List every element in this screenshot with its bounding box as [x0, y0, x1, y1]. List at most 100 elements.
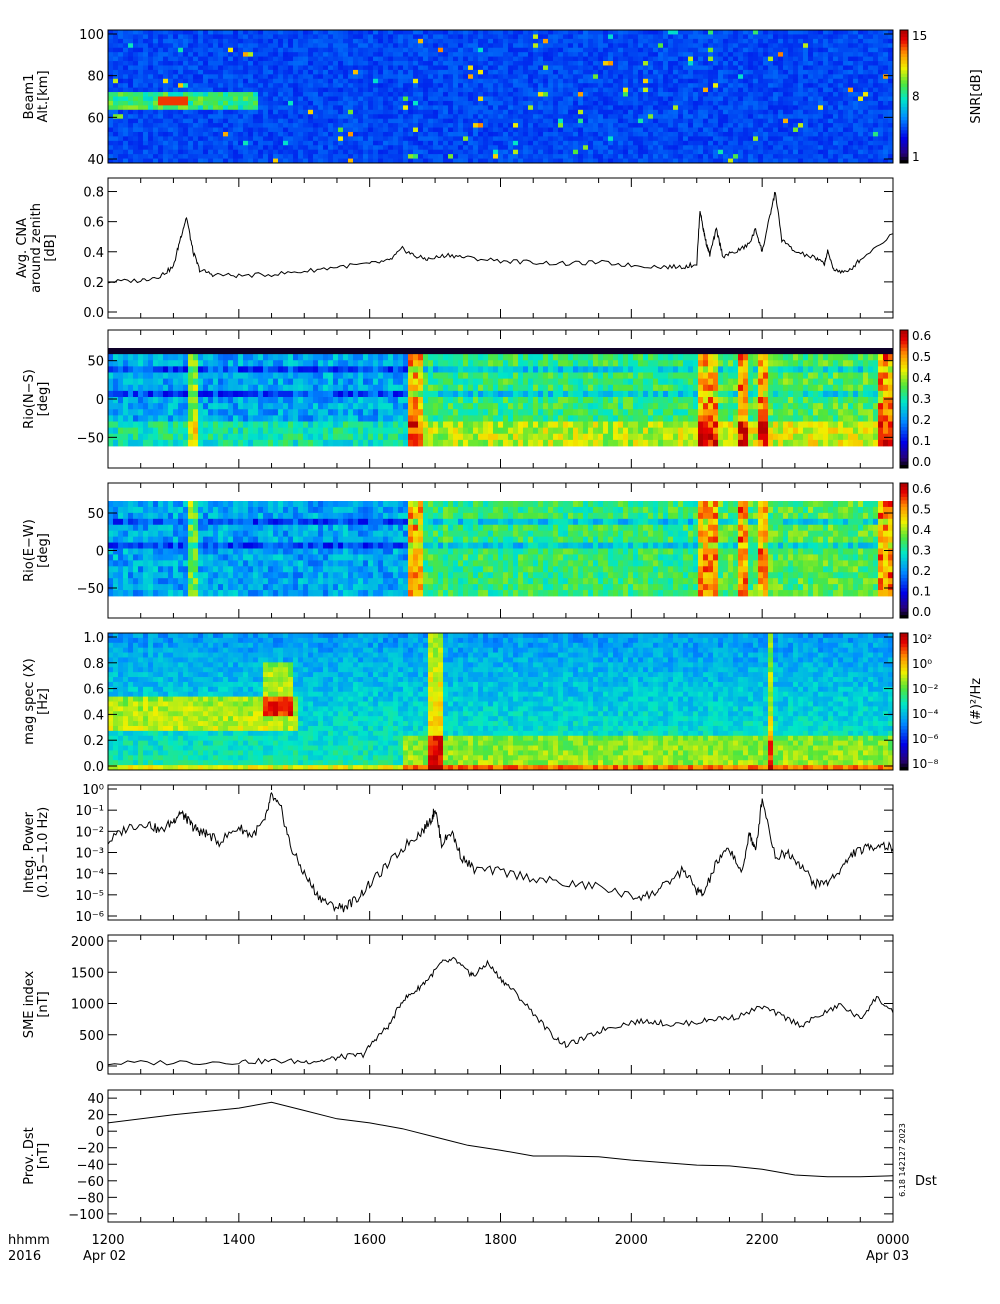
heatmap-cell: [663, 65, 668, 70]
heatmap-cell: [618, 43, 623, 48]
heatmap-cell: [223, 65, 228, 70]
heatmap-cell: [398, 128, 403, 133]
heatmap-cell: [408, 57, 413, 62]
heatmap-cell: [753, 74, 758, 79]
heatmap-cell: [143, 57, 148, 62]
heatmap-cell: [193, 88, 198, 93]
heatmap-cell: [418, 97, 423, 102]
heatmap-cell: [128, 83, 133, 88]
heatmap-cell: [353, 110, 358, 115]
heatmap-cell: [513, 30, 518, 35]
heatmap-cell: [263, 30, 268, 35]
heatmap-cell: [278, 70, 283, 75]
heatmap-cell: [203, 83, 208, 88]
heatmap-cell: [428, 145, 433, 150]
heatmap-cell: [113, 360, 118, 367]
heatmap-cell: [613, 97, 618, 102]
heatmap-cell: [753, 114, 758, 119]
heatmap-cell: [878, 48, 883, 53]
heatmap-cell: [278, 65, 283, 70]
heatmap-cell: [113, 397, 118, 404]
heatmap-cell: [833, 39, 838, 44]
heatmap-cell: [588, 150, 593, 155]
heatmap-cell: [568, 30, 573, 35]
heatmap-cell: [303, 65, 308, 70]
heatmap-cell: [218, 154, 223, 159]
heatmap-cell: [258, 61, 263, 66]
heatmap-cell: [218, 79, 223, 84]
heatmap-cell: [373, 101, 378, 106]
heatmap-cell: [513, 34, 518, 39]
heatmap-cell: [318, 145, 323, 150]
heatmap-cell: [458, 145, 463, 150]
heatmap-cell: [148, 114, 153, 119]
heatmap-cell: [588, 110, 593, 115]
heatmap-cell: [348, 141, 353, 146]
heatmap-cell: [498, 43, 503, 48]
heatmap-cell: [703, 79, 708, 84]
heatmap-cell: [848, 150, 853, 155]
heatmap-cell: [533, 70, 538, 75]
heatmap-cell: [828, 97, 833, 102]
heatmap-cell: [408, 141, 413, 146]
heatmap-cell: [483, 154, 488, 159]
heatmap-cell: [148, 132, 153, 137]
heatmap-cell: [168, 34, 173, 39]
heatmap-cell: [573, 105, 578, 110]
heatmap-cell: [188, 65, 193, 70]
heatmap-cell: [568, 74, 573, 79]
heatmap-cell: [798, 39, 803, 44]
heatmap-cell: [288, 114, 293, 119]
heatmap-cell: [508, 70, 513, 75]
heatmap-cell: [883, 145, 888, 150]
heatmap-cell: [383, 97, 388, 102]
heatmap-cell: [538, 101, 543, 106]
heatmap-cell: [638, 154, 643, 159]
heatmap-cell: [318, 114, 323, 119]
heatmap-cell: [208, 141, 213, 146]
heatmap-cell: [458, 132, 463, 137]
heatmap-cell: [453, 154, 458, 159]
heatmap-cell: [308, 141, 313, 146]
heatmap-cell: [263, 128, 268, 133]
heatmap-cell: [363, 97, 368, 102]
heatmap-cell: [688, 70, 693, 75]
heatmap-cell: [668, 136, 673, 141]
heatmap-cell: [448, 43, 453, 48]
heatmap-cell: [108, 57, 113, 62]
heatmap-cell: [483, 57, 488, 62]
heatmap-cell: [418, 136, 423, 141]
heatmap-cell: [443, 92, 448, 97]
heatmap-cell: [608, 119, 613, 124]
heatmap-cell: [683, 150, 688, 155]
heatmap-cell: [873, 97, 878, 102]
heatmap-cell: [603, 52, 608, 57]
heatmap-cell: [373, 74, 378, 79]
heatmap-cell: [808, 97, 813, 102]
heatmap-cell: [653, 39, 658, 44]
heatmap-cell: [548, 30, 553, 35]
heatmap-cell: [683, 92, 688, 97]
heatmap-cell: [658, 101, 663, 106]
heatmap-cell: [828, 110, 833, 115]
heatmap-cell: [708, 150, 713, 155]
heatmap-cell: [203, 132, 208, 137]
heatmap-cell: [443, 79, 448, 84]
heatmap-cell: [488, 70, 493, 75]
heatmap-cell: [458, 119, 463, 124]
heatmap-cell: [868, 119, 873, 124]
heatmap-cell: [638, 79, 643, 84]
heatmap-cell: [653, 150, 658, 155]
heatmap-cell: [878, 30, 883, 35]
heatmap-cell: [648, 92, 653, 97]
heatmap-cell: [108, 48, 113, 53]
heatmap-cell: [493, 119, 498, 124]
heatmap-cell: [568, 128, 573, 133]
heatmap-cell: [663, 57, 668, 62]
heatmap-cell: [728, 141, 733, 146]
heatmap-cell: [163, 97, 168, 102]
heatmap-cell: [373, 57, 378, 62]
heatmap-cell: [548, 61, 553, 66]
heatmap-cell: [168, 61, 173, 66]
heatmap-cell: [713, 52, 718, 57]
